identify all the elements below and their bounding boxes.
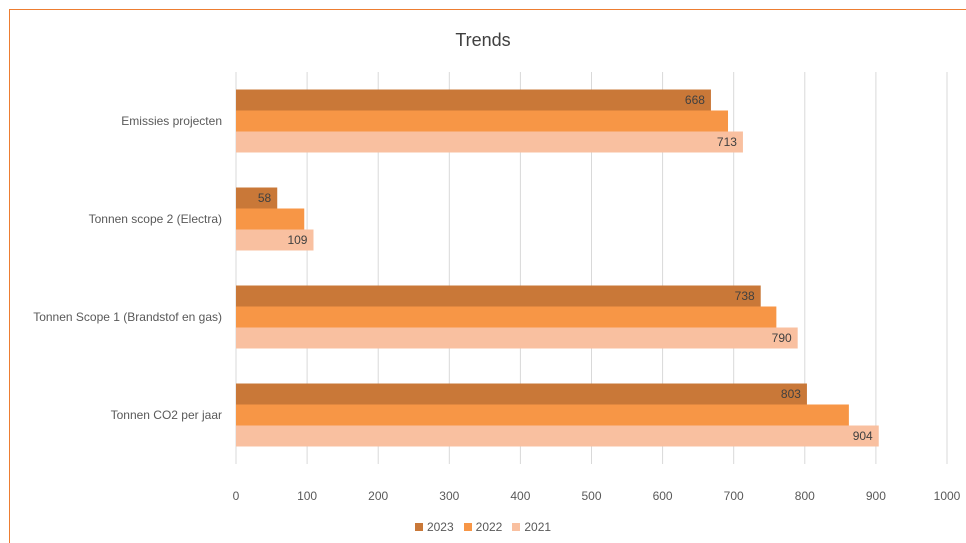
chart-frame (9, 9, 966, 543)
data-label: 790 (772, 331, 792, 345)
chart-title: Trends (455, 30, 511, 50)
category-label: Emissies projecten (121, 114, 222, 128)
bar (236, 229, 314, 251)
x-tick-label: 1000 (934, 489, 961, 503)
bar (236, 285, 761, 307)
legend-label-2022: 2022 (475, 520, 503, 534)
bar (236, 306, 777, 328)
data-label: 668 (685, 93, 705, 107)
legend-item-2023: 2023 (414, 520, 454, 534)
x-tick-label: 700 (724, 489, 744, 503)
category-label: Tonnen CO2 per jaar (111, 408, 222, 422)
bar (236, 89, 711, 111)
bar (236, 404, 849, 426)
bar (236, 187, 278, 209)
legend-swatch-2023 (414, 523, 423, 531)
x-tick-label: 200 (368, 489, 388, 503)
legend-label-2023: 2023 (426, 520, 454, 534)
data-label: 803 (781, 387, 801, 401)
data-label: 109 (287, 233, 307, 247)
bar (236, 383, 807, 405)
x-tick-label: 300 (439, 489, 459, 503)
chart-plot: 0 100 200 300 400 500 600 700 800 900 1000 668 713 Em… (33, 72, 961, 503)
bar (236, 208, 305, 230)
bar (236, 110, 729, 132)
data-label: 713 (717, 135, 737, 149)
bar (236, 425, 879, 447)
x-tick-label: 800 (795, 489, 815, 503)
legend-item-2021: 2021 (512, 520, 551, 534)
legend-swatch-2022 (463, 523, 472, 531)
bar (236, 327, 798, 349)
data-label: 738 (735, 289, 755, 303)
category-label: Tonnen scope 2 (Electra) (89, 212, 222, 226)
x-tick-label: 100 (297, 489, 317, 503)
x-tick-label: 500 (581, 489, 601, 503)
legend-swatch-2021 (512, 523, 521, 531)
x-tick-label: 600 (653, 489, 673, 503)
data-label: 904 (853, 429, 873, 443)
legend-label-2021: 2021 (524, 520, 552, 534)
x-tick-label: 900 (866, 489, 886, 503)
data-label: 58 (258, 191, 272, 205)
category-label: Tonnen Scope 1 (Brandstof en gas) (33, 310, 222, 324)
chart-legend: 2023 2022 2021 (0, 520, 966, 534)
x-tick-label: 400 (510, 489, 530, 503)
bar (236, 131, 743, 153)
x-tick-label: 0 (233, 489, 240, 503)
legend-item-2022: 2022 (463, 520, 503, 534)
